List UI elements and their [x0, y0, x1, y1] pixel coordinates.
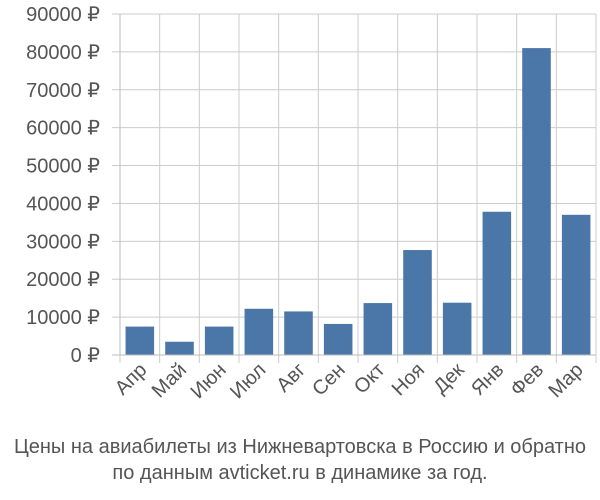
bar-4	[244, 308, 274, 355]
y-tick-label: 30000 ₽	[26, 231, 100, 253]
x-category-label: Фев	[506, 359, 548, 401]
x-category-label: Ноя	[388, 359, 429, 400]
bar-5	[284, 311, 313, 355]
bar-6	[323, 323, 353, 355]
y-tick-label: 40000 ₽	[26, 193, 100, 215]
x-category-label: Янв	[467, 359, 508, 400]
y-tick-label: 0 ₽	[71, 345, 101, 367]
y-tick-label: 70000 ₽	[26, 80, 100, 102]
bar-10	[482, 211, 512, 355]
axes	[112, 14, 596, 356]
bar-3	[204, 326, 234, 355]
bar-8	[403, 250, 432, 355]
x-category-label: Окт	[350, 359, 389, 398]
bar-9	[442, 302, 472, 355]
chart-caption-line-2: по данным avticket.ru в динамике за год.	[112, 462, 488, 484]
y-tick-label: 50000 ₽	[26, 156, 100, 178]
price-bar-chart: 0 ₽ 10000 ₽ 20000 ₽ 30000 ₽ 40000 ₽ 50000 ₽ 60…	[26, 4, 597, 403]
y-tick-label: 60000 ₽	[26, 118, 100, 140]
bar-2	[165, 341, 194, 355]
x-category-label: Мар	[544, 359, 587, 402]
x-category-label: Июн	[187, 359, 231, 403]
x-category-label: Май	[148, 359, 191, 402]
y-tick-label: 90000 ₽	[26, 4, 100, 26]
bar-7	[363, 303, 393, 355]
x-category-label: Дек	[430, 359, 469, 398]
y-tick-label: 10000 ₽	[26, 307, 100, 329]
x-category-label: Сен	[308, 359, 349, 400]
bar-11	[522, 48, 551, 355]
y-tick-labels: 0 ₽ 10000 ₽ 20000 ₽ 30000 ₽ 40000 ₽ 50000 ₽ 60…	[26, 4, 100, 367]
x-category-label: Авг	[272, 359, 310, 397]
y-tick-label: 20000 ₽	[26, 269, 100, 291]
y-tick-label: 80000 ₽	[26, 42, 100, 64]
bar-1	[125, 326, 155, 355]
bar-12	[561, 214, 591, 355]
bars	[125, 48, 591, 355]
x-category-label: Апр	[111, 359, 152, 400]
chart-caption-line-1: Цены на авиабилеты из Нижневартовска в Р…	[13, 436, 587, 458]
x-category-label: Июл	[226, 359, 270, 403]
